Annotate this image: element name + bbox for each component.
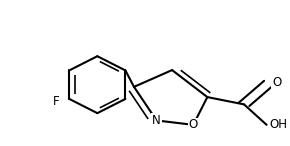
Text: O: O [272,76,282,89]
Text: O: O [188,118,198,131]
Text: OH: OH [269,118,287,131]
Text: F: F [53,95,59,108]
Text: N: N [152,114,161,127]
